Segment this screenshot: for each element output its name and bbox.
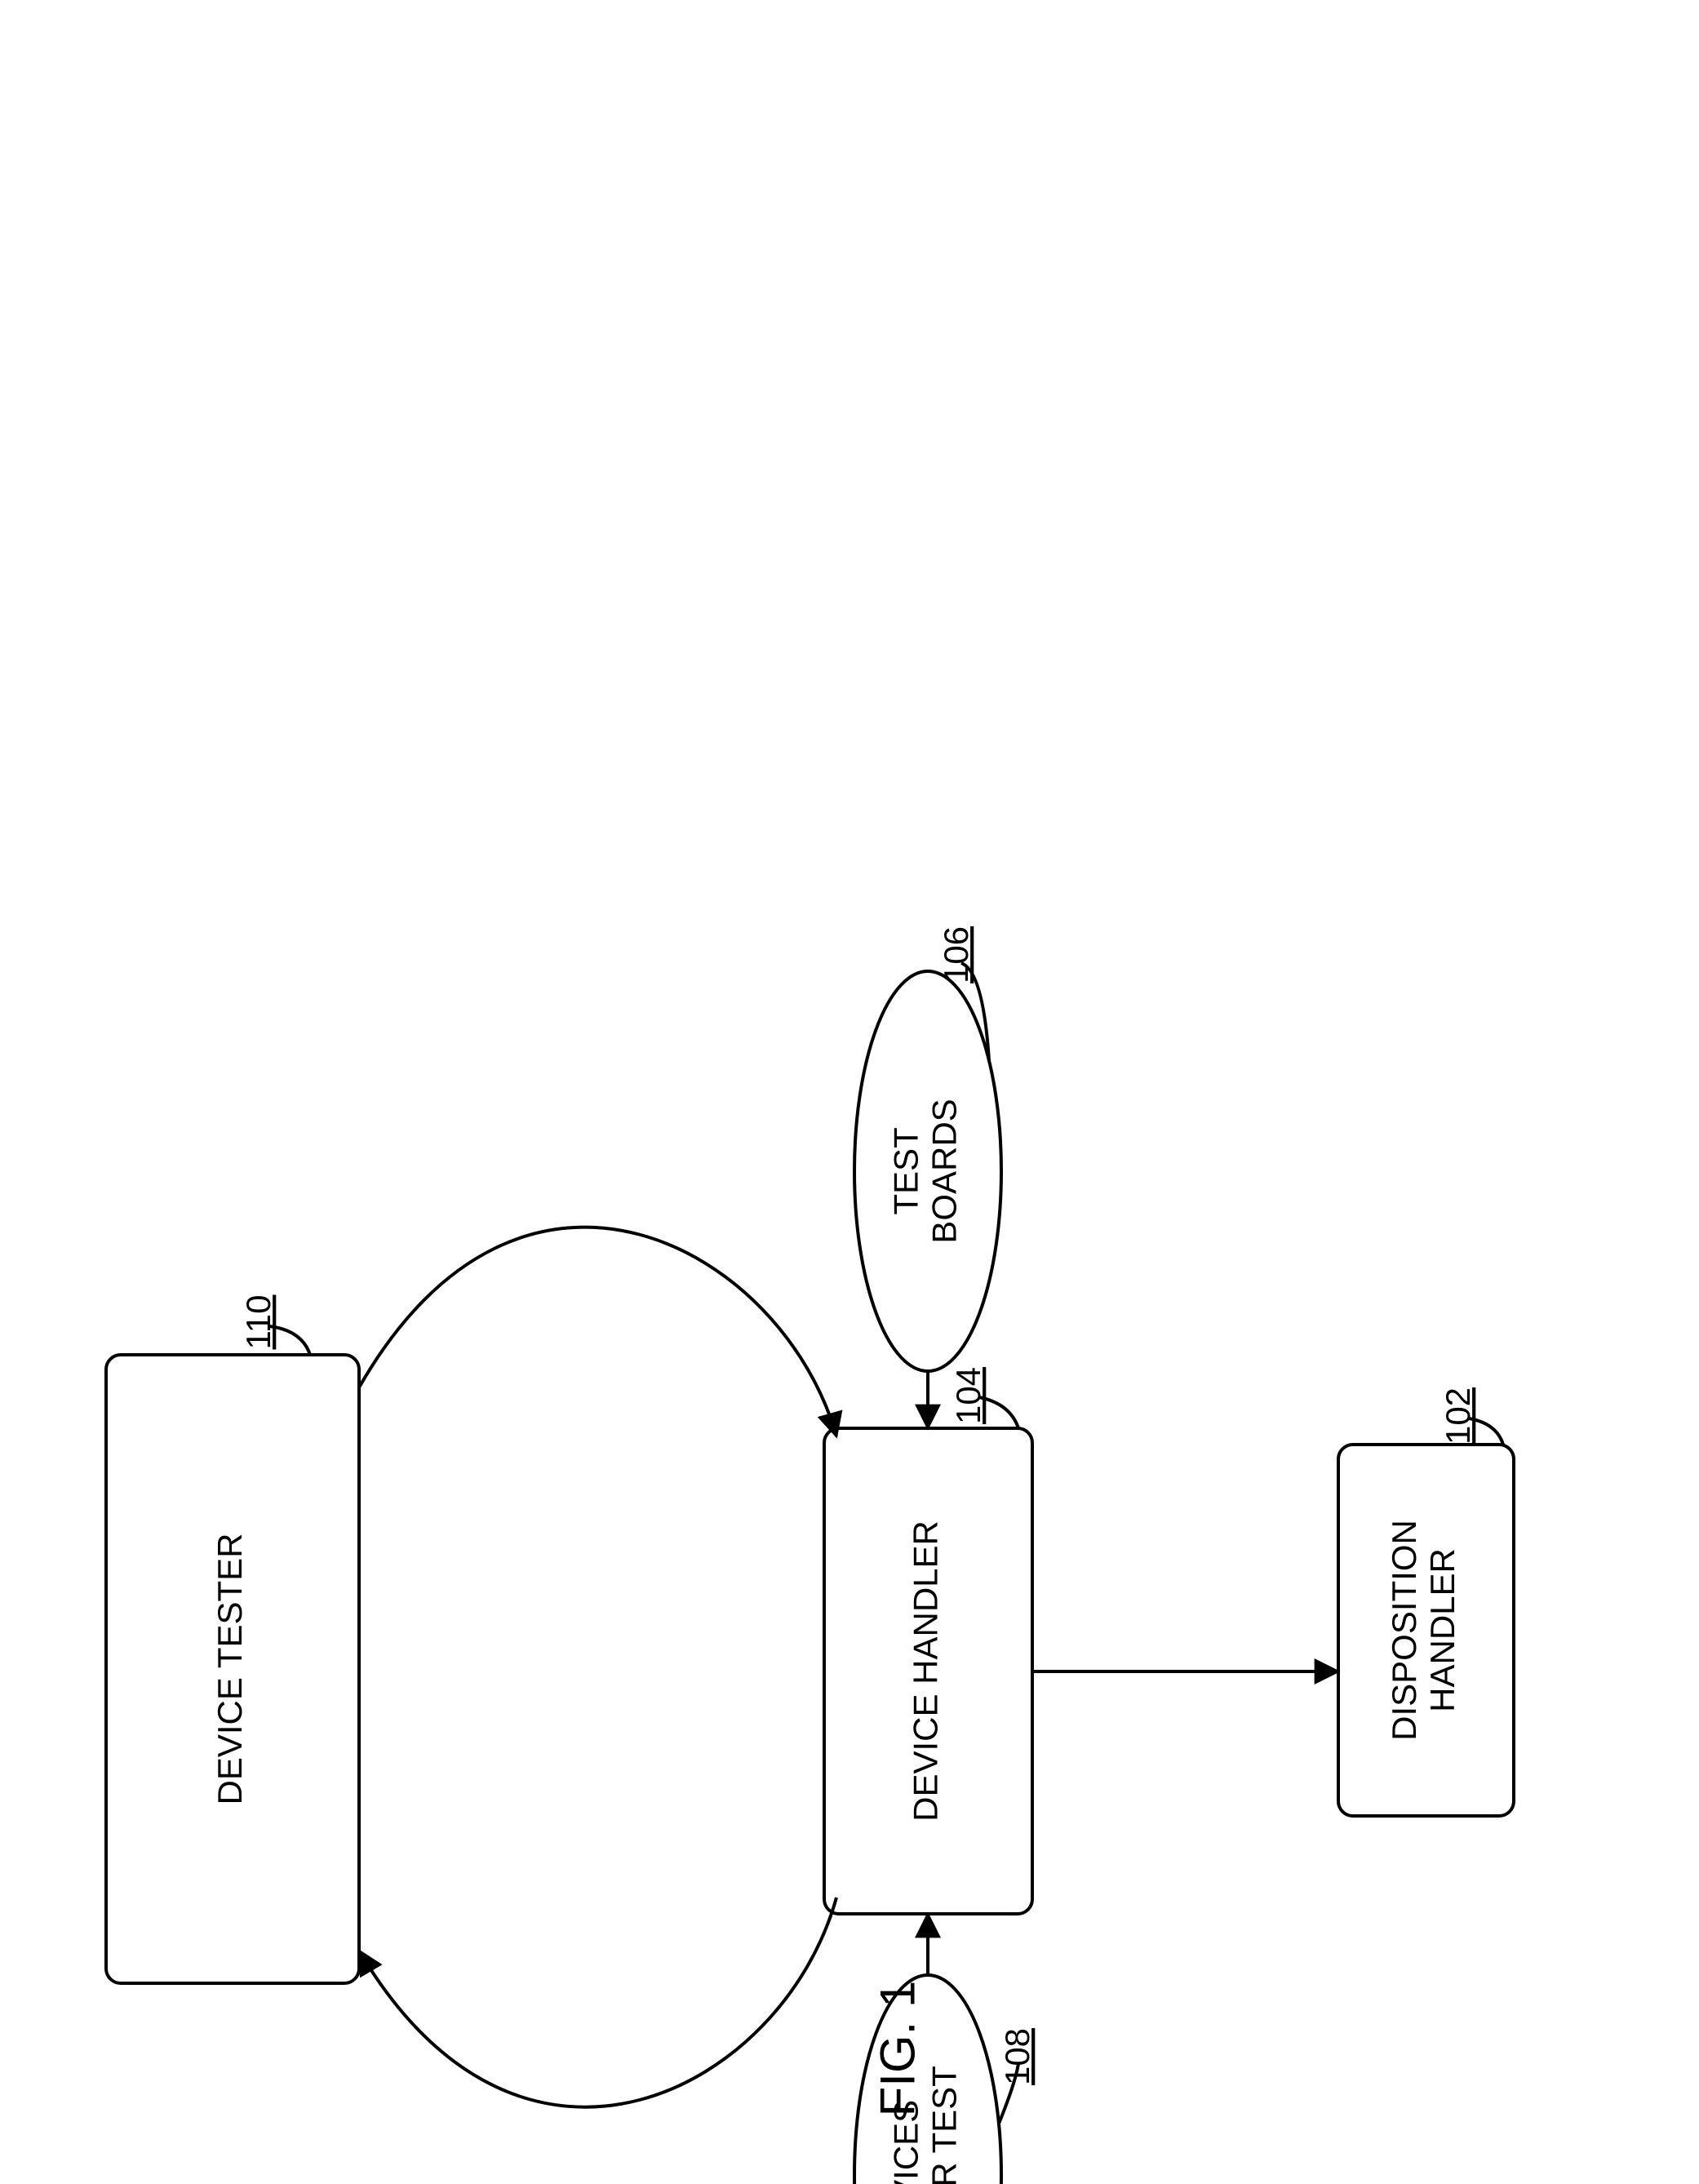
svg-text:DEVICE HANDLER: DEVICE HANDLER — [907, 1520, 945, 1822]
svg-text:DISPOSITION: DISPOSITION — [1385, 1520, 1423, 1741]
device_tester-ref: 110 — [239, 1295, 277, 1350]
disposition_handler-label: DISPOSITIONHANDLER — [1385, 1520, 1462, 1741]
svg-text:102: 102 — [1439, 1387, 1477, 1445]
test_boards-ref: 106 — [937, 926, 975, 983]
disposition_handler-ref: 102 — [1439, 1387, 1477, 1445]
edge-device_tester-to-device_handler — [359, 1227, 836, 1436]
edge-device_handler-to-device_tester — [359, 1898, 836, 2107]
svg-text:UNDER TEST: UNDER TEST — [925, 2066, 964, 2184]
svg-text:104: 104 — [949, 1367, 987, 1424]
svg-text:108: 108 — [998, 2028, 1036, 2085]
svg-text:BOARDS: BOARDS — [925, 1099, 964, 1243]
devices_under_test-ref: 108 — [998, 2028, 1036, 2085]
svg-text:110: 110 — [239, 1295, 277, 1350]
svg-text:106: 106 — [937, 926, 975, 983]
figure-caption: FIG. 1 — [870, 1981, 926, 2117]
svg-text:HANDLER: HANDLER — [1423, 1548, 1462, 1712]
device_handler-ref: 104 — [949, 1367, 987, 1424]
device_tester-label: DEVICE TESTER — [211, 1534, 249, 1805]
svg-text:DEVICE TESTER: DEVICE TESTER — [211, 1534, 249, 1805]
figure-caption-text: FIG. 1 — [871, 1981, 925, 2117]
device_handler-label: DEVICE HANDLER — [907, 1520, 945, 1822]
svg-text:TEST: TEST — [887, 1127, 925, 1214]
